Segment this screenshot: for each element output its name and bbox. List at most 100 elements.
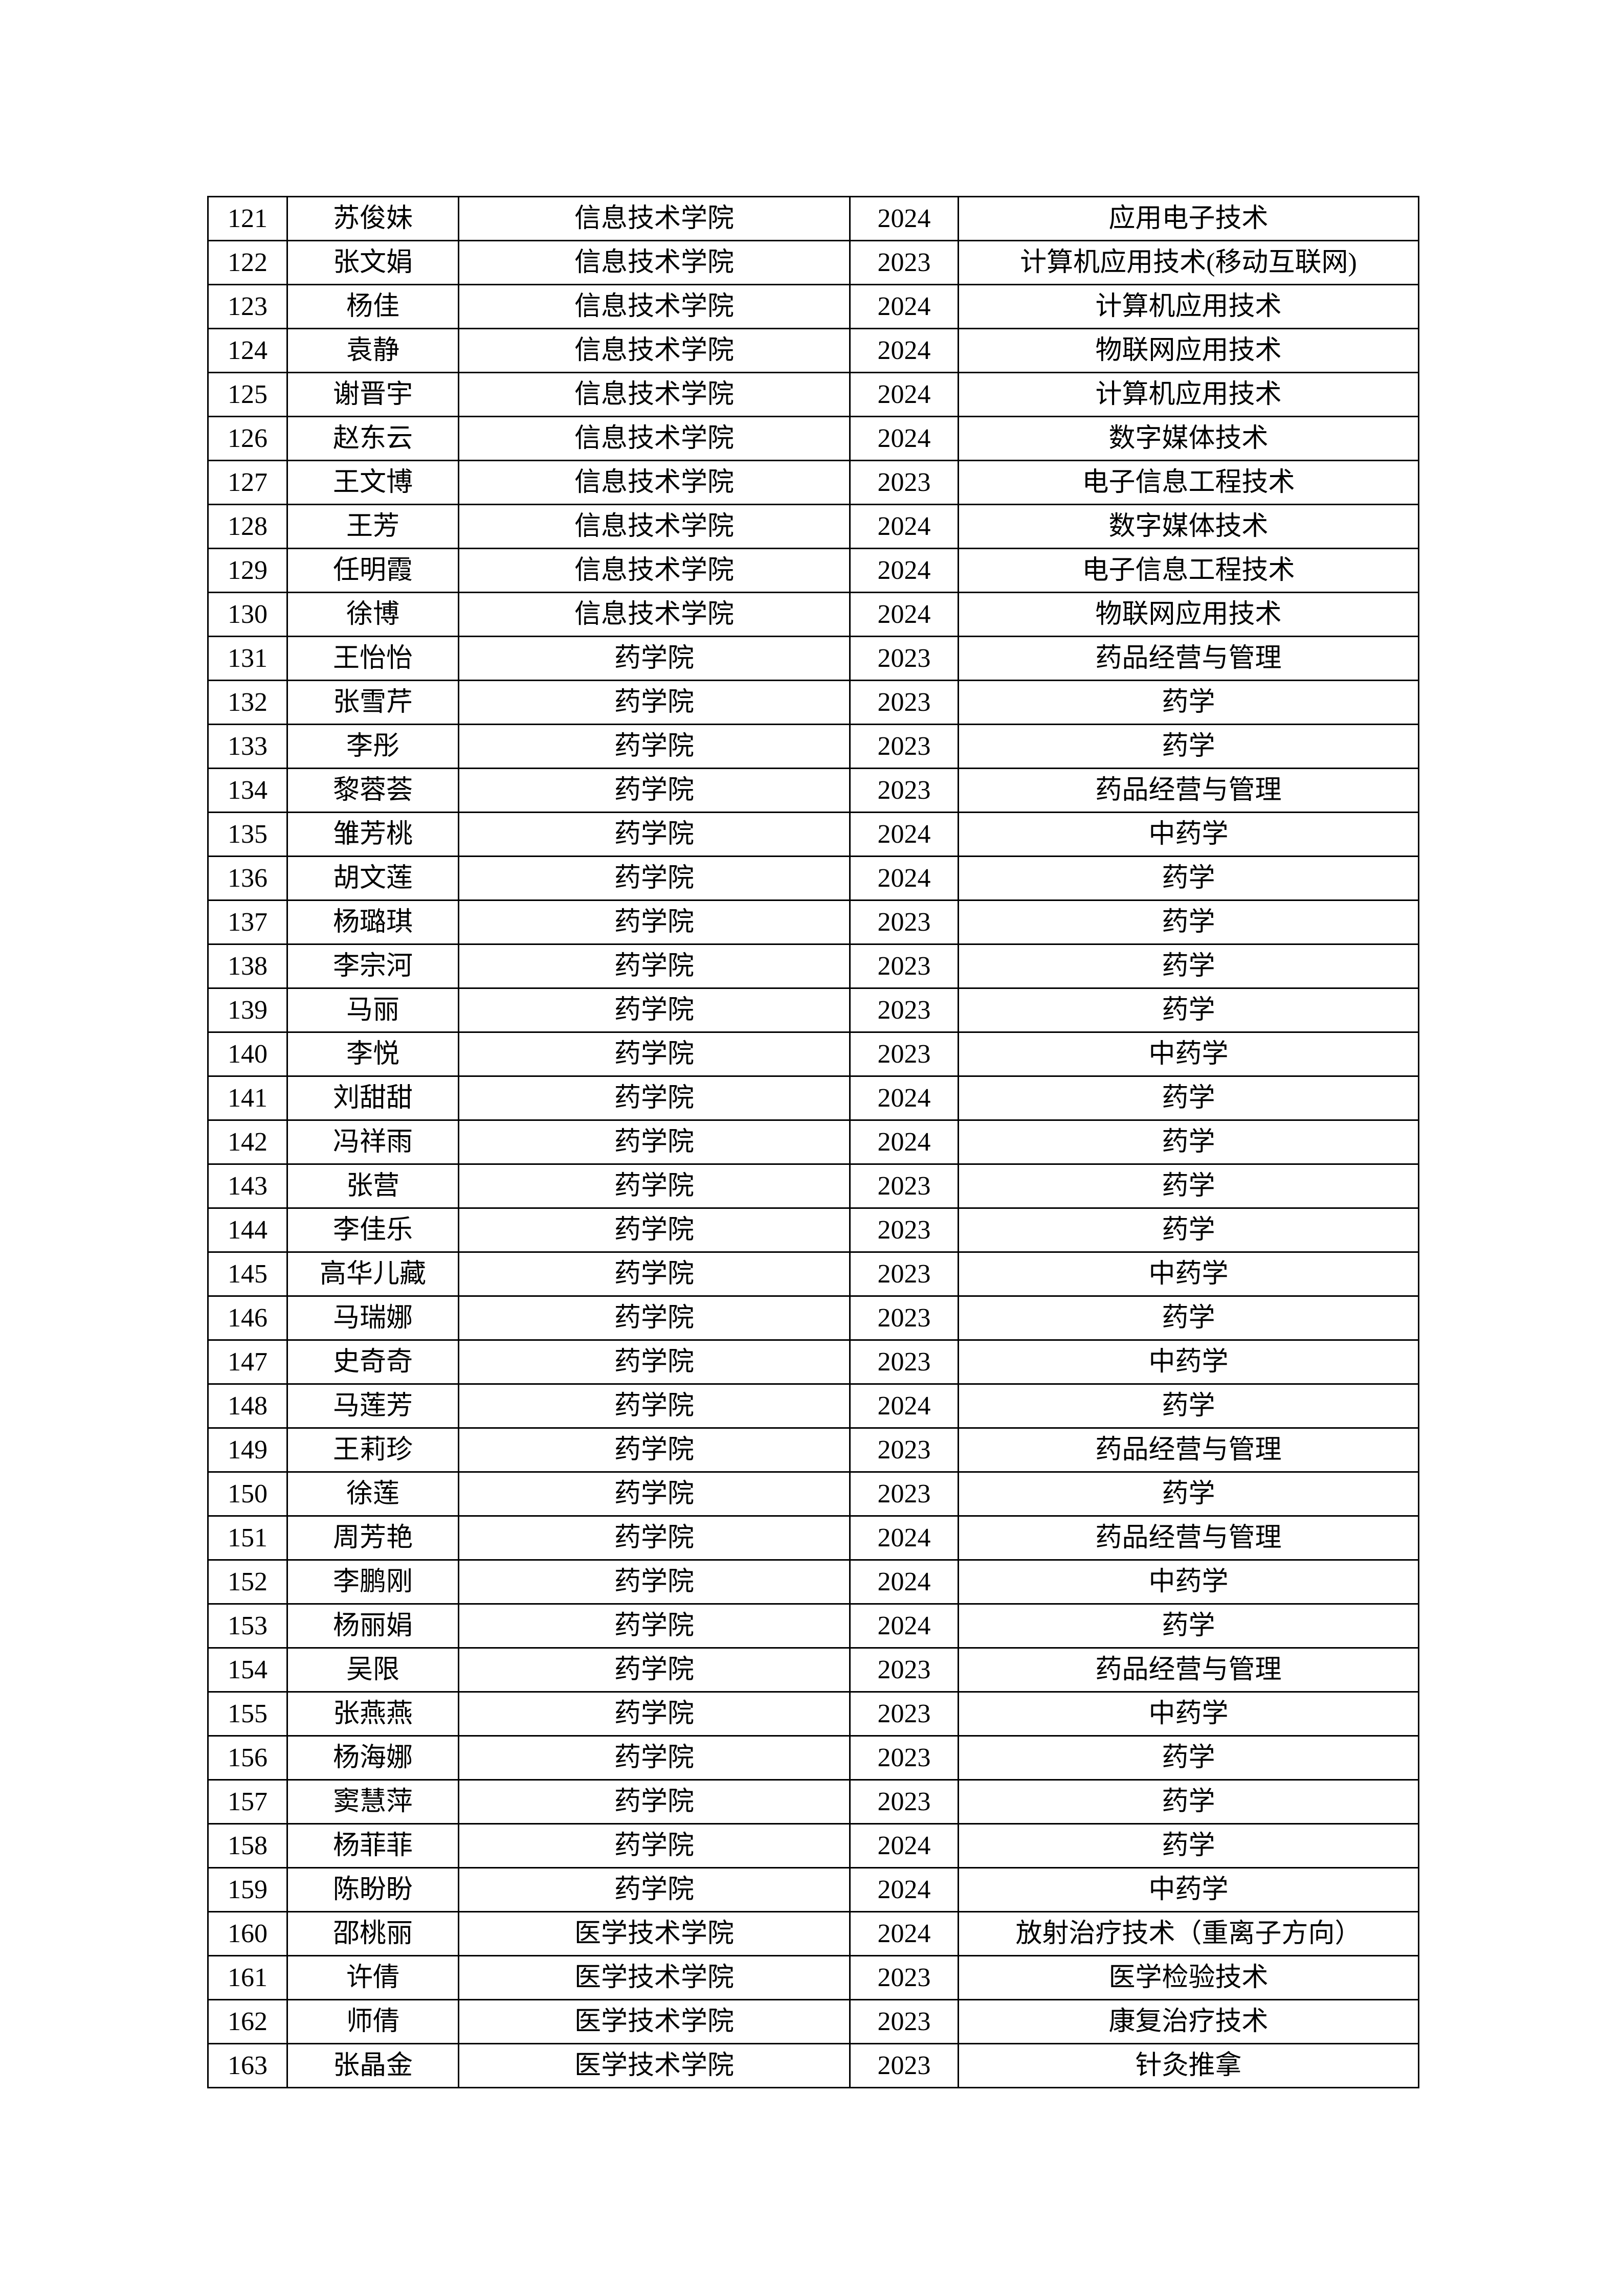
table-row: 129 任明霞 信息技术学院 2024 电子信息工程技术 (207, 548, 1419, 593)
cell-name: 杨菲菲 (286, 1823, 459, 1869)
table-row: 156 杨海娜 药学院 2023 药学 (207, 1735, 1419, 1781)
cell-major: 电子信息工程技术 (958, 460, 1419, 505)
cell-name: 谢晋宇 (286, 372, 459, 417)
cell-year: 2023 (849, 1955, 959, 2000)
cell-index: 151 (207, 1515, 288, 1561)
cell-college: 药学院 (458, 1779, 851, 1825)
table-row: 135 雏芳桃 药学院 2024 中药学 (207, 812, 1419, 857)
cell-name: 张营 (286, 1163, 459, 1209)
cell-major: 药学 (958, 1471, 1419, 1517)
table-row: 128 王芳 信息技术学院 2024 数字媒体技术 (207, 504, 1419, 549)
cell-major: 针灸推拿 (958, 2043, 1419, 2088)
table-row: 154 吴限 药学院 2023 药品经营与管理 (207, 1647, 1419, 1693)
cell-year: 2024 (849, 416, 959, 461)
table-row: 130 徐博 信息技术学院 2024 物联网应用技术 (207, 592, 1419, 637)
cell-year: 2023 (849, 680, 959, 725)
cell-index: 144 (207, 1207, 288, 1253)
cell-major: 药学 (958, 1163, 1419, 1209)
table-row: 127 王文博 信息技术学院 2023 电子信息工程技术 (207, 460, 1419, 505)
cell-name: 李宗河 (286, 943, 459, 989)
student-roster-table-body: 121 苏俊妹 信息技术学院 2024 应用电子技术 122 张文娟 信息技术学院 2023 计算… (207, 196, 1419, 2088)
cell-year: 2024 (849, 592, 959, 637)
cell-name: 雏芳桃 (286, 812, 459, 857)
cell-college: 药学院 (458, 1735, 851, 1781)
table-row: 160 邵桃丽 医学技术学院 2024 放射治疗技术（重离子方向） (207, 1911, 1419, 1956)
cell-year: 2023 (849, 636, 959, 681)
cell-year: 2024 (849, 196, 959, 241)
cell-name: 胡文莲 (286, 856, 459, 901)
table-row: 157 窦慧萍 药学院 2023 药学 (207, 1779, 1419, 1825)
cell-name: 杨佳 (286, 284, 459, 329)
cell-name: 窦慧萍 (286, 1779, 459, 1825)
cell-college: 信息技术学院 (458, 460, 851, 505)
cell-name: 李佳乐 (286, 1207, 459, 1253)
cell-year: 2023 (849, 987, 959, 1033)
table-row: 163 张晶金 医学技术学院 2023 针灸推拿 (207, 2043, 1419, 2088)
cell-college: 药学院 (458, 812, 851, 857)
table-row: 124 袁静 信息技术学院 2024 物联网应用技术 (207, 328, 1419, 373)
cell-major: 药学 (958, 1383, 1419, 1429)
cell-college: 药学院 (458, 1427, 851, 1473)
cell-major: 电子信息工程技术 (958, 548, 1419, 593)
table-row: 141 刘甜甜 药学院 2024 药学 (207, 1075, 1419, 1121)
cell-name: 苏俊妹 (286, 196, 459, 241)
cell-name: 李鹏刚 (286, 1559, 459, 1605)
cell-college: 药学院 (458, 943, 851, 989)
cell-index: 126 (207, 416, 288, 461)
table-row: 139 马丽 药学院 2023 药学 (207, 987, 1419, 1033)
cell-year: 2024 (849, 856, 959, 901)
cell-index: 157 (207, 1779, 288, 1825)
cell-major: 中药学 (958, 1691, 1419, 1737)
cell-index: 143 (207, 1163, 288, 1209)
cell-major: 康复治疗技术 (958, 1999, 1419, 2044)
cell-college: 医学技术学院 (458, 1999, 851, 2044)
cell-year: 2024 (849, 1515, 959, 1561)
cell-college: 药学院 (458, 1691, 851, 1737)
cell-year: 2023 (849, 460, 959, 505)
cell-major: 药学 (958, 856, 1419, 901)
cell-year: 2023 (849, 1339, 959, 1385)
cell-index: 163 (207, 2043, 288, 2088)
cell-year: 2023 (849, 1295, 959, 1341)
cell-year: 2023 (849, 1163, 959, 1209)
cell-name: 杨丽娟 (286, 1603, 459, 1649)
cell-year: 2024 (849, 1867, 959, 1912)
table-row: 142 冯祥雨 药学院 2024 药学 (207, 1119, 1419, 1165)
cell-index: 141 (207, 1075, 288, 1121)
cell-year: 2023 (849, 768, 959, 813)
table-row: 146 马瑞娜 药学院 2023 药学 (207, 1295, 1419, 1341)
cell-year: 2024 (849, 372, 959, 417)
cell-major: 药学 (958, 1735, 1419, 1781)
cell-name: 冯祥雨 (286, 1119, 459, 1165)
cell-major: 药学 (958, 680, 1419, 725)
cell-year: 2024 (849, 284, 959, 329)
cell-college: 药学院 (458, 1867, 851, 1912)
cell-year: 2024 (849, 1383, 959, 1429)
table-row: 153 杨丽娟 药学院 2024 药学 (207, 1603, 1419, 1649)
cell-name: 高华儿藏 (286, 1251, 459, 1297)
cell-major: 药学 (958, 724, 1419, 769)
cell-name: 任明霞 (286, 548, 459, 593)
cell-major: 中药学 (958, 1031, 1419, 1077)
cell-index: 125 (207, 372, 288, 417)
table-row: 144 李佳乐 药学院 2023 药学 (207, 1207, 1419, 1253)
cell-index: 145 (207, 1251, 288, 1297)
cell-year: 2023 (849, 2043, 959, 2088)
cell-major: 中药学 (958, 1251, 1419, 1297)
table-row: 136 胡文莲 药学院 2024 药学 (207, 856, 1419, 901)
cell-index: 147 (207, 1339, 288, 1385)
cell-year: 2024 (849, 1911, 959, 1956)
table-row: 121 苏俊妹 信息技术学院 2024 应用电子技术 (207, 196, 1419, 241)
cell-major: 中药学 (958, 1339, 1419, 1385)
cell-major: 药品经营与管理 (958, 768, 1419, 813)
table-row: 162 师倩 医学技术学院 2023 康复治疗技术 (207, 1999, 1419, 2044)
cell-year: 2023 (849, 1735, 959, 1781)
cell-name: 赵东云 (286, 416, 459, 461)
cell-year: 2023 (849, 1779, 959, 1825)
cell-index: 131 (207, 636, 288, 681)
cell-name: 杨海娜 (286, 1735, 459, 1781)
cell-major: 药品经营与管理 (958, 1515, 1419, 1561)
cell-major: 计算机应用技术 (958, 284, 1419, 329)
cell-index: 142 (207, 1119, 288, 1165)
